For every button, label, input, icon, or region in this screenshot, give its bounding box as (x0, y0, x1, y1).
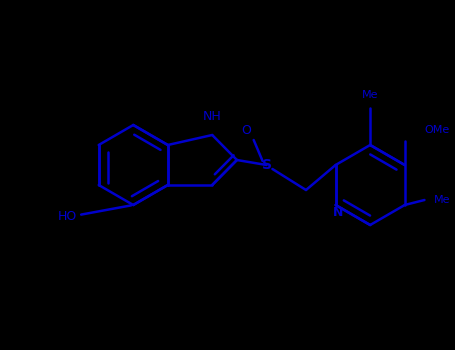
Text: N: N (333, 206, 343, 219)
Text: O: O (241, 124, 251, 136)
Text: HO: HO (58, 210, 77, 224)
Text: S: S (262, 158, 272, 172)
Text: NH: NH (203, 110, 222, 123)
Text: Me: Me (435, 195, 451, 205)
Text: OMe: OMe (425, 125, 450, 135)
Text: Me: Me (362, 90, 379, 100)
